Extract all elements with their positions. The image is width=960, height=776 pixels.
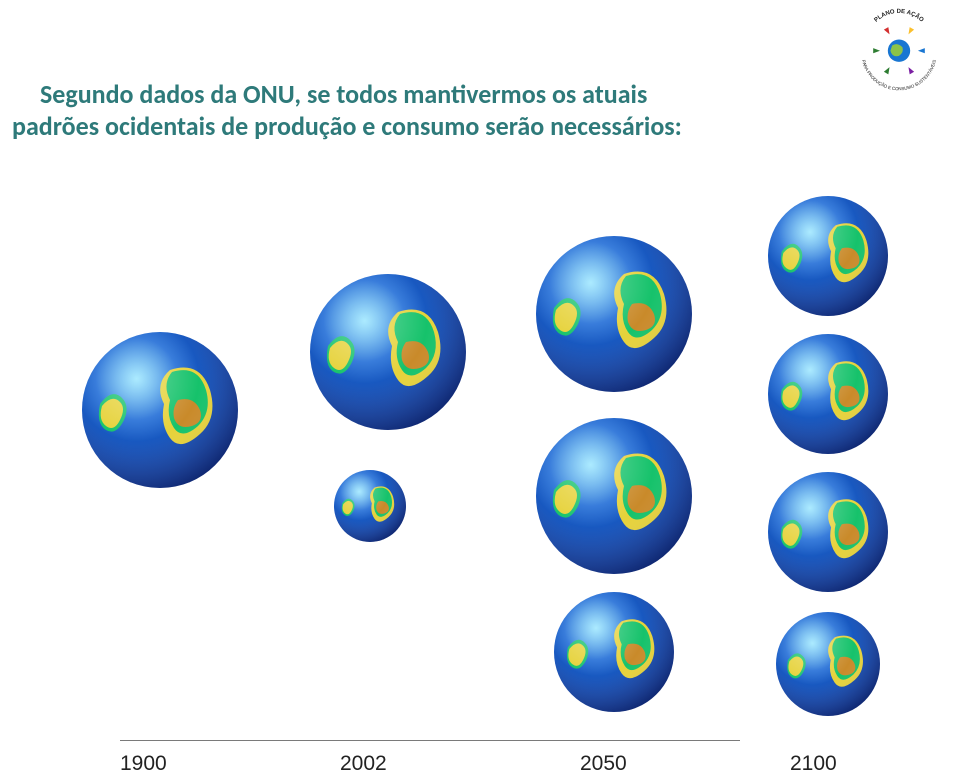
year-label-0: 1900 [120,752,167,776]
year-label-1: 2002 [340,752,387,776]
globe-2100-6 [768,196,888,316]
year-label-3: 2100 [790,752,837,776]
globe-2002-2 [334,470,406,542]
globe-1900-0 [82,332,238,488]
svg-text:PARA PRODUÇÃO E CONSUMO SUSTEN: PARA PRODUÇÃO E CONSUMO SUSTENTÁVEIS [861,59,937,91]
globe-2050-4 [536,418,692,574]
globe-2002-1 [310,274,466,430]
year-label-2: 2050 [580,752,627,776]
logo-svg: PLANO DE AÇÃO PARA PRODUÇÃO E CONSUMO SU… [856,6,942,92]
title-line-1: Segundo dados da ONU, se todos mantiverm… [40,78,647,110]
x-axis-line [120,740,740,741]
globe-2100-9 [776,612,880,716]
globe-2050-3 [536,236,692,392]
globe-2050-5 [554,592,674,712]
slide-canvas: { "title": { "line1": "Segundo dados da … [0,0,960,776]
action-plan-logo: PLANO DE AÇÃO PARA PRODUÇÃO E CONSUMO SU… [856,6,942,97]
title-line-2: padrões ocidentais de produção e consumo… [12,110,682,142]
globe-2100-7 [768,334,888,454]
globe-2100-8 [768,472,888,592]
svg-text:PLANO DE AÇÃO: PLANO DE AÇÃO [874,9,925,24]
